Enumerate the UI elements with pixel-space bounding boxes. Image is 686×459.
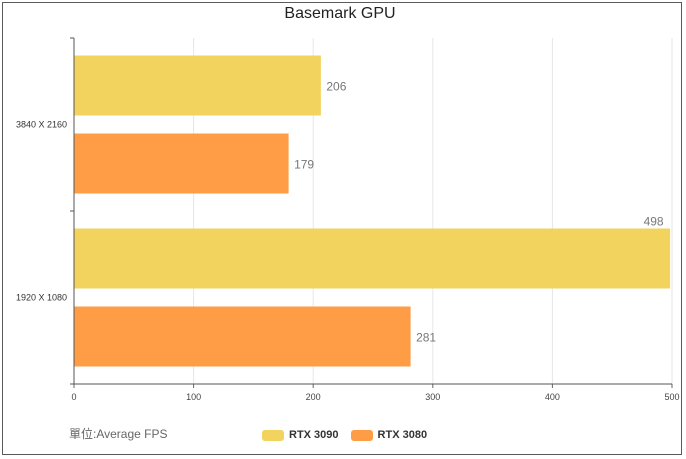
x-tick-label: 500 xyxy=(664,392,679,402)
data-label: 179 xyxy=(294,158,314,172)
x-tick-label: 0 xyxy=(71,392,76,402)
x-tick-label: 100 xyxy=(186,392,201,402)
legend-label-rtx-3080: RTX 3080 xyxy=(377,429,428,441)
category-label: 3840 X 2160 xyxy=(16,120,67,130)
legend-swatch-rtx-3080 xyxy=(350,429,373,441)
unit-label: 單位:Average FPS xyxy=(69,427,168,441)
x-tick-label: 300 xyxy=(425,392,440,402)
legend-item-rtx-3080[interactable]: RTX 3080 xyxy=(350,429,428,441)
bar xyxy=(74,133,289,194)
data-label: 498 xyxy=(644,215,664,229)
legend: RTX 3090 RTX 3080 xyxy=(262,429,427,441)
bar xyxy=(74,228,671,289)
bar xyxy=(74,55,321,116)
category-label: 1920 X 1080 xyxy=(16,293,67,303)
data-label: 206 xyxy=(326,80,346,94)
legend-swatch-rtx-3090 xyxy=(262,429,284,441)
legend-item-rtx-3090[interactable]: RTX 3090 xyxy=(262,429,339,441)
chart-title: Basemark GPU xyxy=(284,5,396,22)
x-tick-label: 400 xyxy=(545,392,560,402)
data-label: 281 xyxy=(416,331,436,345)
x-tick-label: 200 xyxy=(306,392,321,402)
legend-label-rtx-3090: RTX 3090 xyxy=(289,429,339,441)
bar xyxy=(74,306,411,367)
